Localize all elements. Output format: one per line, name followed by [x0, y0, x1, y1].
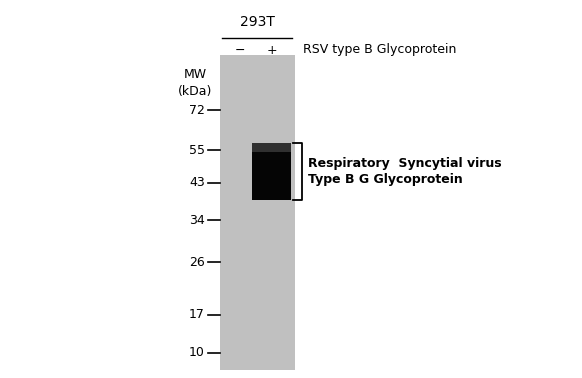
Text: −: −: [235, 43, 245, 56]
Text: 43: 43: [189, 177, 205, 189]
Text: 72: 72: [189, 104, 205, 116]
Text: +: +: [267, 43, 277, 56]
Text: 17: 17: [189, 308, 205, 322]
Text: Respiratory  Syncytial virus: Respiratory Syncytial virus: [308, 156, 502, 169]
Text: 10: 10: [189, 347, 205, 359]
Text: 293T: 293T: [240, 15, 275, 29]
Bar: [220, 55, 295, 370]
Text: 55: 55: [189, 144, 205, 156]
Text: RSV type B Glycoprotein: RSV type B Glycoprotein: [303, 43, 456, 56]
Text: 34: 34: [189, 214, 205, 226]
Bar: [252, 143, 291, 152]
Text: (kDa): (kDa): [178, 85, 212, 98]
Text: Type B G Glycoprotein: Type B G Glycoprotein: [308, 172, 463, 186]
Text: MW: MW: [183, 68, 207, 82]
Bar: [252, 143, 291, 200]
Text: 26: 26: [189, 256, 205, 268]
